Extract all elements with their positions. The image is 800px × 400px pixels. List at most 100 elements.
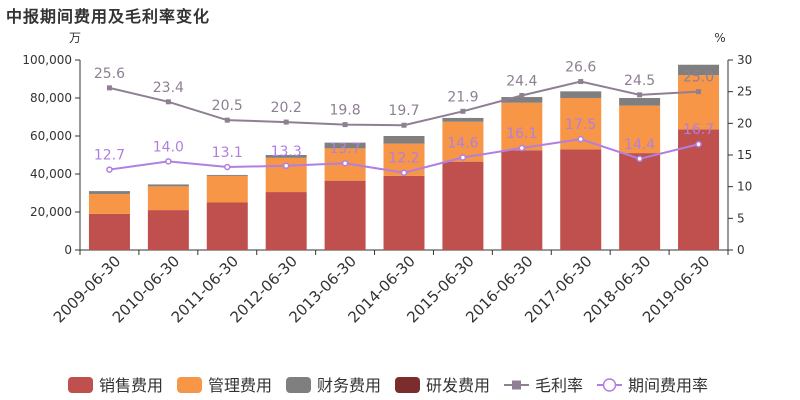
bar-segment bbox=[206, 202, 248, 250]
line-point-marker bbox=[106, 85, 112, 91]
line-point-marker bbox=[577, 135, 584, 143]
legend-swatch bbox=[177, 377, 202, 393]
legend-swatch bbox=[68, 377, 93, 393]
bar-segment bbox=[501, 150, 543, 250]
line-data-label: 20.2 bbox=[271, 100, 302, 116]
right-axis-unit: % bbox=[714, 31, 725, 45]
line-point-marker bbox=[637, 92, 643, 98]
bar-segment bbox=[88, 213, 130, 250]
bar-segment bbox=[324, 142, 366, 149]
line-point-marker bbox=[165, 99, 171, 105]
line-data-label: 25.0 bbox=[683, 70, 714, 86]
bar-segment bbox=[147, 186, 189, 211]
right-tick-label: 0 bbox=[737, 243, 745, 257]
left-axis-unit: 万 bbox=[69, 31, 81, 45]
left-tick-label: 40,000 bbox=[30, 167, 72, 181]
line-data-label: 13.7 bbox=[330, 141, 361, 157]
line-data-label: 13.1 bbox=[212, 145, 243, 161]
bar-segment bbox=[619, 153, 661, 250]
bar-segment bbox=[206, 174, 248, 176]
left-tick-label: 0 bbox=[64, 243, 72, 257]
line-point-marker bbox=[341, 159, 349, 167]
bar-segment bbox=[678, 75, 720, 130]
line-data-label: 14.6 bbox=[447, 136, 478, 152]
line-point-marker bbox=[696, 89, 702, 95]
line-data-label: 23.4 bbox=[153, 80, 184, 96]
line-point-marker bbox=[636, 155, 643, 163]
right-tick-label: 15 bbox=[737, 148, 752, 162]
right-tick-label: 20 bbox=[737, 116, 752, 130]
bar-segment bbox=[678, 129, 720, 250]
left-tick-label: 100,000 bbox=[22, 53, 72, 67]
line-point-marker bbox=[106, 166, 113, 173]
bar-segment bbox=[678, 64, 720, 76]
legend-label: 销售费用 bbox=[99, 376, 163, 395]
line-data-label: 14.0 bbox=[153, 139, 184, 155]
bar-segment bbox=[501, 102, 543, 151]
legend-label: 期间费用率 bbox=[628, 376, 708, 395]
right-tick-label: 25 bbox=[737, 85, 752, 99]
bar-segment bbox=[265, 192, 307, 250]
bar-segment bbox=[265, 155, 307, 158]
line-data-label: 13.3 bbox=[271, 144, 302, 160]
line-point-marker bbox=[401, 122, 407, 128]
bar-segment bbox=[383, 175, 425, 250]
bar-segment bbox=[88, 191, 130, 194]
right-tick-label: 5 bbox=[737, 211, 745, 225]
legend-label: 研发费用 bbox=[426, 376, 490, 395]
legend-label: 管理费用 bbox=[208, 376, 272, 395]
bar-segment bbox=[88, 193, 130, 214]
line-data-label: 24.5 bbox=[624, 73, 655, 89]
bar-segment bbox=[560, 149, 602, 250]
line-data-label: 16.7 bbox=[683, 122, 714, 138]
line-data-label: 20.5 bbox=[212, 98, 243, 114]
bar-segment bbox=[442, 117, 484, 122]
legend-label: 财务费用 bbox=[317, 376, 381, 395]
line-data-label: 25.6 bbox=[94, 66, 125, 82]
line-point-marker bbox=[400, 169, 408, 176]
line-point-marker bbox=[518, 144, 526, 152]
line-data-label: 24.4 bbox=[506, 73, 537, 89]
line-point-marker bbox=[695, 140, 702, 148]
legend-label: 毛利率 bbox=[535, 376, 583, 395]
bar-segment bbox=[147, 184, 189, 187]
line-data-label: 17.5 bbox=[565, 117, 596, 133]
bar-segment bbox=[619, 105, 661, 154]
line-point-marker bbox=[460, 108, 466, 114]
legend-swatch bbox=[286, 377, 311, 393]
line-data-label: 19.8 bbox=[330, 103, 361, 119]
legend-swatch bbox=[395, 377, 420, 393]
bar-segment bbox=[619, 98, 661, 106]
left-tick-label: 20,000 bbox=[30, 205, 72, 219]
line-point-marker bbox=[459, 154, 467, 161]
line-point-marker bbox=[578, 79, 584, 85]
bar-segment bbox=[147, 210, 189, 250]
bar-segment bbox=[383, 136, 425, 144]
line-data-label: 26.6 bbox=[565, 60, 596, 76]
right-tick-label: 10 bbox=[737, 180, 752, 194]
line-point-marker bbox=[282, 162, 290, 170]
legend-marker bbox=[602, 378, 617, 392]
line-point-marker bbox=[283, 119, 289, 125]
line-point-marker bbox=[342, 122, 348, 128]
line-data-label: 12.2 bbox=[388, 151, 419, 167]
line-point-marker bbox=[224, 117, 230, 123]
right-tick-label: 30 bbox=[737, 53, 752, 67]
line-point-marker bbox=[224, 163, 231, 171]
line-data-label: 21.9 bbox=[447, 89, 478, 105]
bar-segment bbox=[324, 180, 366, 250]
line-point-marker bbox=[519, 92, 525, 98]
chart-title: 中报期间费用及毛利率变化 bbox=[6, 7, 211, 26]
line-point-marker bbox=[165, 158, 172, 165]
bar-segment bbox=[442, 161, 484, 250]
left-tick-label: 60,000 bbox=[30, 129, 72, 143]
line-data-label: 16.1 bbox=[506, 126, 537, 142]
bar-segment bbox=[501, 97, 543, 103]
bar-segment bbox=[560, 91, 602, 98]
legend-marker bbox=[512, 380, 521, 390]
line-data-label: 14.4 bbox=[624, 137, 655, 153]
bar-segment bbox=[206, 175, 248, 203]
left-tick-label: 80,000 bbox=[30, 91, 72, 105]
line-data-label: 12.7 bbox=[94, 148, 125, 164]
